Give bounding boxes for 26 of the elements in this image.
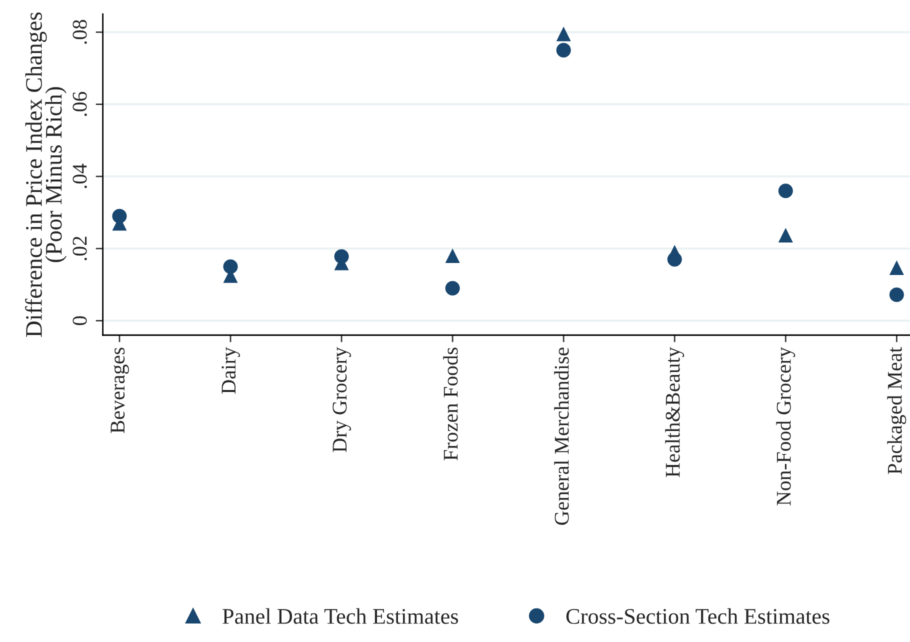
legend-label: Panel Data Tech Estimates [222,608,458,624]
y-tick-label: .02 [72,236,87,260]
x-tick-label: Dairy [222,347,240,394]
x-tick-label: Beverages [110,348,129,434]
point [556,42,571,58]
y-tick-label: 0 [72,316,87,326]
point [667,244,682,260]
point [889,287,904,302]
x-tick-label: Health&Beauty [665,347,684,478]
point [445,248,460,264]
point [778,228,793,242]
y-tick-label: .04 [72,164,87,188]
point [556,26,571,42]
x-tick-label: Packaged Meat [887,347,906,474]
x-tick-label: Dry Grocery [332,347,351,452]
y-axis-title: Difference in Price Index Changes (Poor Minus Rich) [25,12,67,337]
y-tick-label: .08 [72,20,87,44]
point [778,184,793,198]
point [445,280,460,296]
x-tick-label: General Merchandise [554,348,569,525]
y-tick-label: .06 [72,92,87,116]
x-tick-label: Frozen Foods [443,348,458,460]
point [223,259,238,274]
legend-label: Cross-Section Tech Estimates [566,608,830,624]
point [889,260,904,275]
x-tick-label: Non-Food Grocery [776,347,796,506]
